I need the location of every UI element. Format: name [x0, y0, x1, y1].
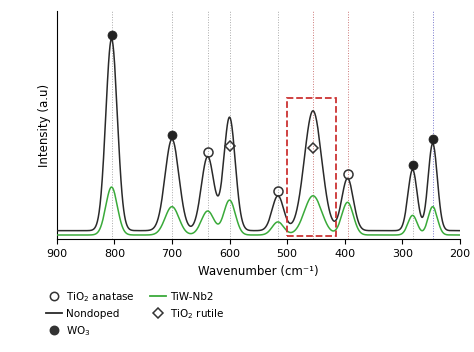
- X-axis label: Wavenumber (cm⁻¹): Wavenumber (cm⁻¹): [198, 265, 319, 278]
- Bar: [287, 98, 336, 236]
- Y-axis label: Intensity (a.u): Intensity (a.u): [38, 83, 51, 166]
- Legend: TiO$_2$ anatase, Nondoped, WO$_3$, TiW-Nb2, TiO$_2$ rutile: TiO$_2$ anatase, Nondoped, WO$_3$, TiW-N…: [42, 286, 228, 342]
